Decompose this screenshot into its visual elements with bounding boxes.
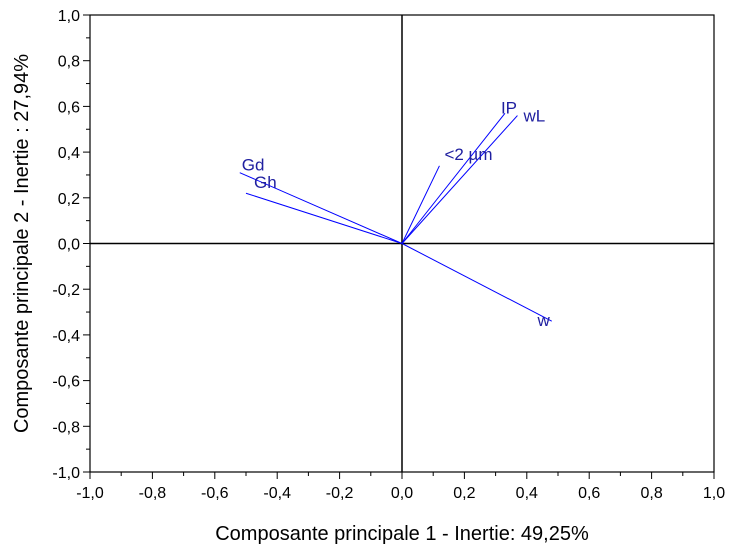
y-tick-label: 0,4 — [58, 145, 80, 162]
y-tick-label: 0,8 — [58, 54, 80, 71]
x-tick-label: 0,4 — [516, 485, 538, 502]
x-tick-label: 0,0 — [391, 485, 413, 502]
x-tick-label: -0,8 — [139, 485, 167, 502]
x-tick-label: 0,6 — [578, 485, 600, 502]
vector-IP — [401, 112, 506, 244]
y-tick-label: -0,8 — [52, 419, 80, 436]
vector-<2 µm — [401, 165, 440, 244]
y-tick-label: -0,2 — [52, 282, 80, 299]
x-tick-label: 1,0 — [703, 485, 725, 502]
vector-label: Gh — [254, 173, 277, 192]
x-axis-title: Composante principale 1 - Inertie: 49,25… — [215, 523, 589, 545]
y-axis-tick-labels: -1,0 -0,8 -0,6 -0,4 -0,2 0,0 0,2 0,4 0,6 0,8 1,0 — [52, 8, 80, 482]
vector-label: wL — [522, 107, 545, 126]
x-tick-label: -0,6 — [201, 485, 229, 502]
y-tick-label: -1,0 — [52, 465, 80, 482]
vector-Gh — [245, 192, 403, 244]
vector-label: IP — [501, 98, 517, 117]
y-axis-title: Composante principale 2 - Inertie : 27,9… — [11, 54, 33, 433]
y-tick-label: -0,6 — [52, 374, 80, 391]
x-axis-ticks — [89, 472, 715, 479]
x-tick-label: -0,2 — [326, 485, 354, 502]
x-axis-tick-labels: -1,0 -0,8 -0,6 -0,4 -0,2 0,0 0,2 0,4 0,6 0,8 1,0 — [76, 485, 725, 502]
y-axis-ticks — [83, 14, 90, 473]
y-tick-label: 0,0 — [58, 237, 80, 254]
vector-label: w — [536, 311, 550, 330]
x-tick-label: -1,0 — [76, 485, 104, 502]
x-tick-label: 0,8 — [640, 485, 662, 502]
vector-Gd — [239, 172, 403, 244]
vector-wL — [401, 115, 518, 244]
y-tick-label: 0,2 — [58, 191, 80, 208]
vector-w — [401, 243, 552, 322]
loading-vectors — [239, 112, 552, 322]
y-tick-label: 0,6 — [58, 99, 80, 116]
y-tick-label: 1,0 — [58, 8, 80, 25]
vector-label: Gd — [242, 156, 265, 175]
x-tick-label: 0,2 — [453, 485, 475, 502]
vector-label: <2 µm — [444, 145, 492, 164]
y-tick-label: -0,4 — [52, 328, 80, 345]
x-tick-label: -0,4 — [263, 485, 291, 502]
